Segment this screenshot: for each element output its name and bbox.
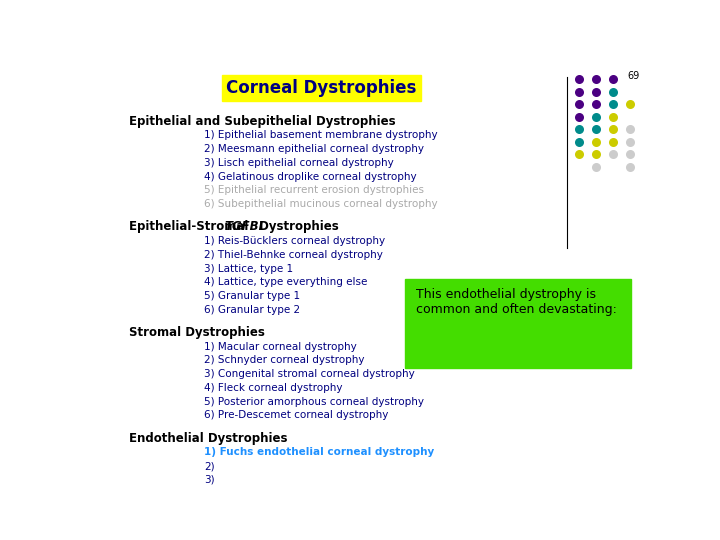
Text: 4) Gelatinous droplike corneal dystrophy: 4) Gelatinous droplike corneal dystrophy [204, 172, 417, 181]
Text: 3) Lisch epithelial corneal dystrophy: 3) Lisch epithelial corneal dystrophy [204, 158, 394, 168]
Text: 6) Granular type 2: 6) Granular type 2 [204, 305, 300, 315]
Text: Endothelial Dystrophies: Endothelial Dystrophies [129, 431, 287, 444]
FancyBboxPatch shape [405, 279, 631, 368]
Text: This endothelial dystrophy is
common and often devastating:: This endothelial dystrophy is common and… [416, 288, 617, 316]
Text: 1) Fuchs endothelial corneal dystrophy: 1) Fuchs endothelial corneal dystrophy [204, 447, 435, 457]
Text: 2): 2) [204, 461, 215, 471]
Text: 69: 69 [627, 71, 639, 81]
Text: 1) Epithelial basement membrane dystrophy: 1) Epithelial basement membrane dystroph… [204, 131, 438, 140]
Text: Corneal Dystrophies: Corneal Dystrophies [226, 79, 417, 97]
Text: Stromal Dystrophies: Stromal Dystrophies [129, 326, 265, 339]
Text: 4) Fleck corneal dystrophy: 4) Fleck corneal dystrophy [204, 383, 343, 393]
Text: 5) Posterior amorphous corneal dystrophy: 5) Posterior amorphous corneal dystrophy [204, 396, 424, 407]
Text: Epithelial-Stromal: Epithelial-Stromal [129, 220, 253, 233]
Text: 5) Epithelial recurrent erosion dystrophies: 5) Epithelial recurrent erosion dystroph… [204, 185, 424, 195]
Text: Dystrophies: Dystrophies [255, 220, 338, 233]
Text: 3) Lattice, type 1: 3) Lattice, type 1 [204, 264, 294, 274]
Text: Epithelial and Subepithelial Dystrophies: Epithelial and Subepithelial Dystrophies [129, 114, 396, 127]
Text: 1) Reis-Bücklers corneal dystrophy: 1) Reis-Bücklers corneal dystrophy [204, 236, 385, 246]
Text: 6) Pre-Descemet corneal dystrophy: 6) Pre-Descemet corneal dystrophy [204, 410, 389, 420]
Text: 3): 3) [204, 475, 215, 485]
Text: 1) Macular corneal dystrophy: 1) Macular corneal dystrophy [204, 342, 357, 352]
Text: 3) Congenital stromal corneal dystrophy: 3) Congenital stromal corneal dystrophy [204, 369, 415, 379]
Text: 2) Meesmann epithelial corneal dystrophy: 2) Meesmann epithelial corneal dystrophy [204, 144, 424, 154]
Text: 5) Granular type 1: 5) Granular type 1 [204, 291, 300, 301]
Text: TGFBI: TGFBI [225, 220, 264, 233]
Text: 4) Lattice, type everything else: 4) Lattice, type everything else [204, 277, 368, 287]
Text: 6) Subepithelial mucinous corneal dystrophy: 6) Subepithelial mucinous corneal dystro… [204, 199, 438, 209]
Text: 2) Thiel-Behnke corneal dystrophy: 2) Thiel-Behnke corneal dystrophy [204, 250, 383, 260]
Text: 2) Schnyder corneal dystrophy: 2) Schnyder corneal dystrophy [204, 355, 365, 366]
